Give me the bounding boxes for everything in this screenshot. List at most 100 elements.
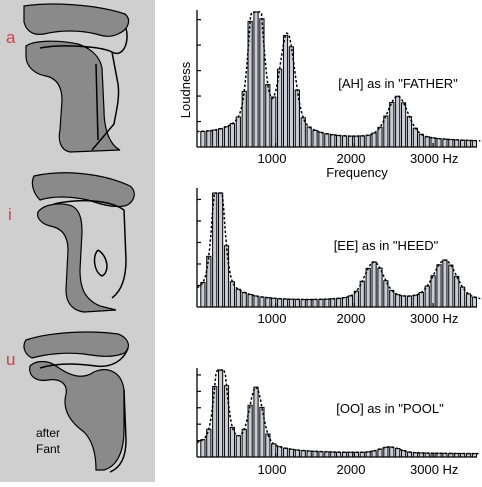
- harmonic-bar: [347, 135, 354, 148]
- harmonic-bar: [389, 289, 395, 308]
- harmonic-bar: [389, 446, 395, 458]
- formant-envelope-ee: [196, 192, 481, 301]
- y-ticks-ah: [197, 19, 201, 123]
- harmonic-bar: [412, 127, 418, 148]
- harmonic-bar: [271, 96, 277, 148]
- harmonic-bar: [336, 134, 342, 148]
- harmonic-bar: [324, 451, 330, 458]
- harmonic-bar: [312, 450, 318, 458]
- harmonic-bar: [471, 296, 478, 308]
- x-tick-label-2000-oo: 2000: [337, 462, 366, 477]
- harmonic-bar: [371, 132, 377, 148]
- harmonic-bar: [265, 433, 271, 458]
- chart-title-ah: [AH] as in "FATHER": [338, 76, 458, 91]
- harmonic-bar: [265, 84, 271, 148]
- x-tick-label-2000-ah: 2000: [337, 151, 366, 166]
- spectrum-chart-oo: [OO] as in "POOL" 1000 2000 3000 Hz: [196, 368, 481, 477]
- harmonic-bar: [282, 447, 289, 458]
- tongue-u: [29, 360, 125, 471]
- harmonic-bar: [371, 261, 377, 308]
- palate-u: [23, 331, 129, 359]
- harmonic-bar: [206, 130, 212, 148]
- credit-line-2: Fant: [35, 442, 60, 456]
- harmonic-bar: [465, 139, 472, 148]
- harmonic-bar: [347, 295, 354, 308]
- harmonic-bar: [448, 264, 454, 308]
- harmonic-bar: [223, 126, 230, 148]
- harmonic-bar: [288, 46, 295, 148]
- harmonic-bar: [389, 102, 395, 148]
- y-axis-label: Loudness: [178, 61, 193, 118]
- harmonic-bar: [324, 133, 330, 148]
- harmonic-bar: [395, 448, 401, 458]
- harmonic-bar: [418, 291, 424, 308]
- harmonic-bar: [377, 267, 383, 308]
- harmonic-bar: [341, 297, 348, 308]
- harmonic-bar: [424, 136, 430, 148]
- spectrum-chart-ah: [AH] as in "FATHER" Loudness Frequency 1…: [178, 10, 481, 180]
- harmonic-bar: [277, 298, 283, 308]
- x-tick-label-3000-oo: 3000 Hz: [410, 462, 458, 477]
- y-ticks-oo: [197, 374, 201, 442]
- spectrum-chart-ee: [EE] as in "HEED" 1000 2000 3000 Hz: [196, 188, 481, 326]
- vowel-letter-u: u: [6, 350, 16, 369]
- harmonic-bar: [312, 129, 318, 148]
- harmonic-bar: [229, 426, 236, 458]
- harmonic-bar: [212, 129, 218, 148]
- palate-i: [31, 172, 135, 208]
- y-ticks-ee: [197, 198, 201, 287]
- x-tick-label-3000-ee: 3000 Hz: [410, 311, 458, 326]
- harmonic-bar: [265, 297, 271, 308]
- tract-outline-u: [39, 347, 129, 473]
- harmonic-bar: [288, 298, 295, 308]
- harmonic-bar: [218, 369, 224, 458]
- vocal-tract-i: [31, 172, 135, 313]
- harmonic-bar: [253, 11, 259, 148]
- harmonic-bar: [436, 264, 442, 308]
- harmonic-bar: [288, 448, 295, 458]
- harmonic-bar: [430, 275, 436, 308]
- harmonic-bar: [324, 298, 330, 308]
- harmonic-bar: [406, 295, 413, 308]
- harmonic-bar: [454, 139, 460, 148]
- x-tick-label-3000-ah: 3000 Hz: [410, 151, 458, 166]
- harmonic-bar: [424, 285, 430, 308]
- x-tick-label-1000-ah: 1000: [258, 151, 287, 166]
- harmonic-bar: [277, 446, 283, 458]
- harmonic-bar: [200, 130, 206, 148]
- vowel-letter-i: i: [8, 205, 12, 224]
- harmonic-bars-ah: [200, 11, 478, 148]
- harmonic-bar: [336, 297, 342, 308]
- harmonic-bar: [341, 135, 348, 148]
- harmonic-bar: [306, 298, 312, 308]
- harmonic-bar: [383, 446, 389, 458]
- x-ticks-ee: [275, 303, 434, 307]
- harmonic-bar: [436, 138, 442, 148]
- x-ticks-ah: [275, 143, 434, 147]
- tract-outline-i: [53, 199, 127, 299]
- x-ticks-oo: [275, 453, 434, 457]
- chart-title-oo: [OO] as in "POOL": [336, 401, 444, 416]
- credit-line-1: after: [35, 426, 60, 440]
- harmonic-bar: [200, 439, 206, 458]
- x-axis-label: Frequency: [326, 165, 388, 180]
- x-tick-label-2000-ee: 2000: [337, 311, 366, 326]
- tract-outline-a: [39, 27, 128, 151]
- harmonic-bar: [371, 450, 377, 458]
- harmonic-bar: [312, 298, 318, 308]
- harmonic-bar: [306, 126, 312, 148]
- harmonic-bar: [200, 281, 206, 308]
- harmonic-bar: [306, 450, 312, 458]
- harmonic-bar: [412, 294, 418, 308]
- vocal-tract-u: [23, 331, 129, 473]
- harmonic-bar: [365, 267, 371, 308]
- harmonic-bar: [400, 295, 407, 308]
- credit-note: after Fant: [18, 425, 78, 457]
- harmonic-bar: [341, 451, 348, 458]
- vocal-tract-a: [23, 3, 130, 153]
- palate-a: [23, 3, 130, 37]
- harmonic-bar: [247, 294, 253, 308]
- harmonic-bar: [465, 293, 472, 308]
- vowel-letter-a: a: [6, 28, 16, 47]
